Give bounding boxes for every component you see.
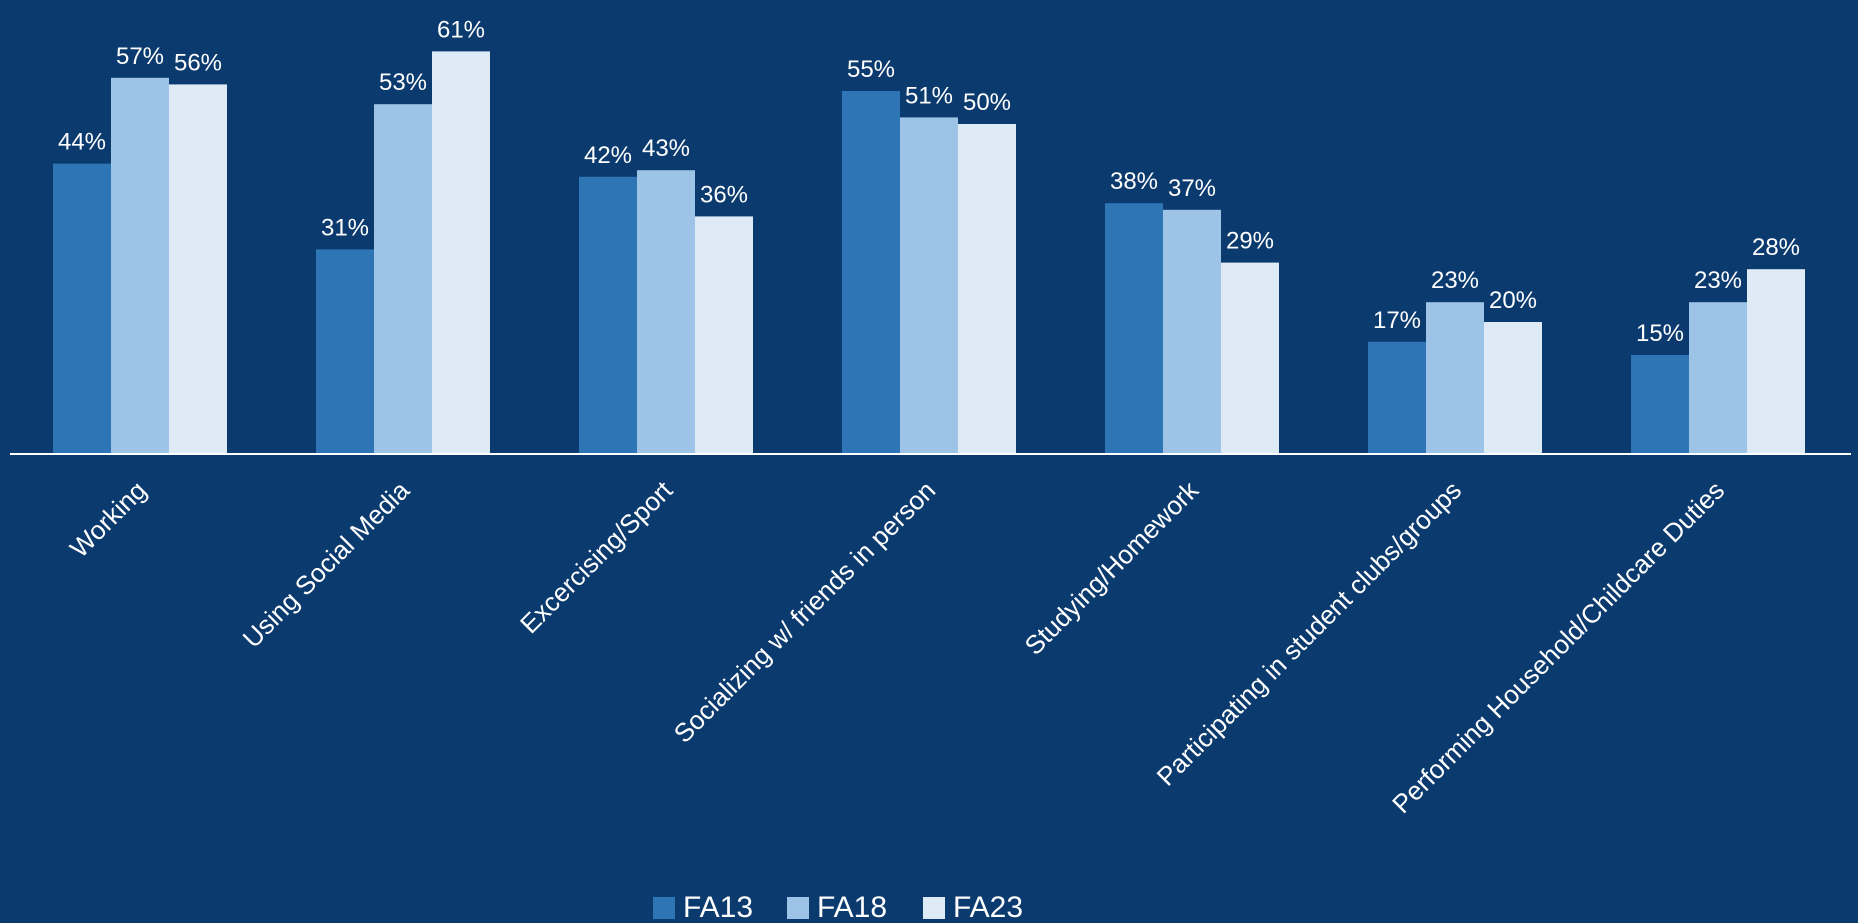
data-label: 38% [1110, 168, 1158, 195]
data-label: 15% [1636, 320, 1684, 347]
data-label: 31% [321, 214, 369, 241]
bar [637, 170, 695, 454]
bar [169, 84, 227, 455]
legend-swatch [653, 897, 675, 919]
data-label: 44% [58, 129, 106, 156]
data-label: 56% [174, 49, 222, 76]
bar [1631, 355, 1689, 454]
data-label: 55% [847, 56, 895, 83]
data-label: 36% [700, 181, 748, 208]
bar [1426, 302, 1484, 454]
data-label: 17% [1373, 307, 1421, 334]
data-label: 57% [116, 43, 164, 70]
bar [1689, 302, 1747, 454]
data-label: 50% [963, 89, 1011, 116]
bar [958, 124, 1016, 454]
bar [1105, 203, 1163, 454]
bar [432, 51, 490, 455]
data-label: 23% [1431, 267, 1479, 294]
bar [1163, 209, 1221, 454]
data-label: 53% [379, 69, 427, 96]
bar [1484, 322, 1542, 454]
data-label: 28% [1752, 234, 1800, 261]
data-label: 42% [584, 142, 632, 169]
bar [374, 104, 432, 454]
bar [1221, 262, 1279, 454]
legend-swatch [787, 897, 809, 919]
data-label: 23% [1694, 267, 1742, 294]
legend-swatch [923, 897, 945, 919]
bar [1747, 269, 1805, 454]
legend-label: FA18 [817, 891, 887, 923]
bar [900, 117, 958, 455]
legend-label: FA13 [683, 891, 753, 923]
data-label: 43% [642, 135, 690, 162]
bar [316, 249, 374, 454]
bar [579, 176, 637, 455]
bar [842, 91, 900, 454]
bar [1368, 341, 1426, 454]
bar [53, 163, 111, 454]
data-label: 61% [437, 16, 485, 43]
data-label: 20% [1489, 287, 1537, 314]
legend-label: FA23 [953, 891, 1023, 923]
bar [111, 77, 169, 455]
data-label: 37% [1168, 175, 1216, 202]
data-label: 29% [1226, 228, 1274, 255]
data-label: 51% [905, 82, 953, 109]
bar [695, 216, 753, 454]
